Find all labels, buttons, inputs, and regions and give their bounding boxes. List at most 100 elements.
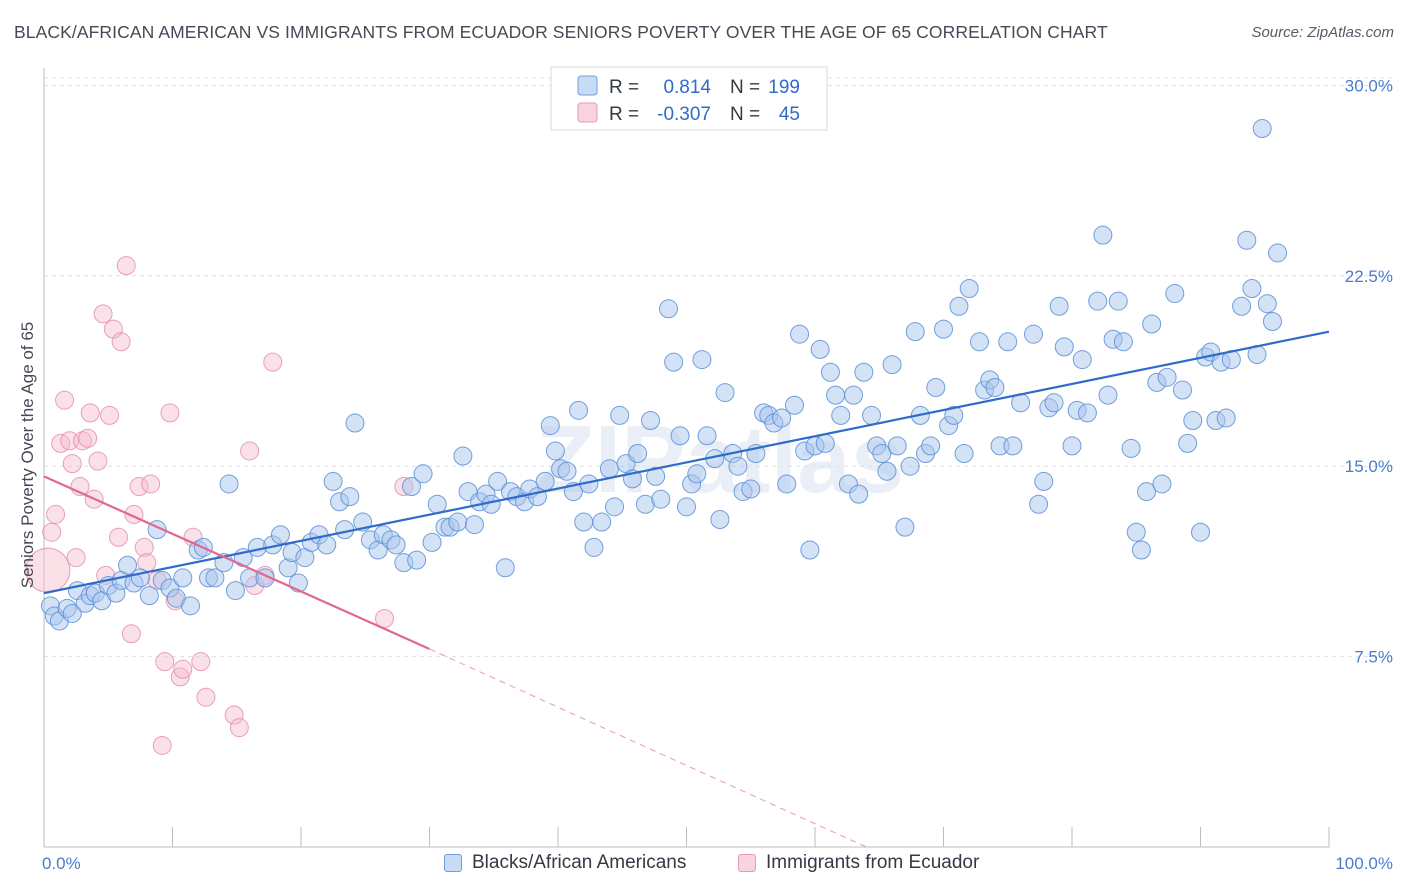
point-black [882, 355, 902, 375]
point-ecuador [93, 304, 113, 324]
y-tick-label: 30.0% [1345, 76, 1393, 95]
legend-swatch-ecuador [577, 102, 598, 123]
trend-lines [43, 330, 1330, 848]
y-tick-labels: 7.5% 15.0% 22.5% 30.0% [1345, 76, 1393, 666]
point-black [540, 416, 560, 436]
point-ecuador [160, 403, 180, 423]
bottom-legend-swatch-black [444, 854, 462, 872]
point-black [139, 586, 159, 606]
point-black [1252, 119, 1272, 139]
point-black [659, 299, 679, 319]
point-black [323, 471, 343, 491]
point-ecuador [196, 687, 216, 707]
point-black [1242, 278, 1262, 298]
point-black [345, 413, 365, 433]
y-axis-title: Seniors Poverty Over the Age of 65 [18, 322, 37, 588]
point-black [1121, 438, 1141, 458]
point-black [900, 456, 920, 476]
point-black [895, 517, 915, 537]
point-black [1126, 522, 1146, 542]
point-black [592, 512, 612, 532]
point-ecuador [121, 624, 141, 644]
point-black [1023, 324, 1043, 344]
point-black [926, 377, 946, 397]
point-black [1088, 291, 1108, 311]
bottom-legend-item-black: Blacks/African Americans [444, 852, 686, 874]
source-label: Source: ZipAtlas.com [1251, 24, 1394, 41]
point-black [1034, 471, 1054, 491]
series-ecuador-points [25, 256, 414, 755]
point-black [862, 405, 882, 425]
point-black [800, 540, 820, 560]
point-ecuador [134, 537, 154, 557]
legend-n-label-ecuador: N = [730, 104, 760, 125]
legend-r-value-ecuador: -0.307 [657, 104, 711, 125]
point-black [872, 444, 892, 463]
point-black [495, 558, 515, 578]
point-ecuador [66, 548, 86, 568]
point-black [815, 433, 835, 453]
point-black [535, 471, 555, 491]
point-black [1044, 393, 1064, 413]
trend-line-black [43, 330, 1330, 595]
point-black [820, 362, 840, 382]
point-black [219, 474, 239, 494]
point-ecuador [116, 256, 136, 276]
point-ecuador [88, 451, 108, 471]
point-black [1093, 225, 1113, 245]
point-black [954, 444, 974, 463]
point-black [784, 395, 804, 415]
bottom-legend-swatch-ecuador [738, 854, 756, 872]
point-black [877, 461, 897, 481]
point-black [1077, 403, 1097, 423]
point-ecuador [78, 428, 98, 448]
point-black [697, 426, 717, 446]
point-black [985, 377, 1005, 397]
point-black [464, 515, 484, 535]
point-black [545, 441, 565, 461]
point-black [427, 494, 447, 514]
point-black [1003, 436, 1023, 456]
bottom-legend: Blacks/African Americans Immigrants from… [0, 852, 1406, 878]
point-black [692, 350, 712, 370]
point-ecuador [80, 403, 100, 423]
point-black [1062, 436, 1082, 456]
point-ecuador [141, 474, 161, 494]
point-ecuador [111, 332, 131, 352]
point-black [386, 535, 406, 555]
point-black [118, 555, 138, 575]
point-black [949, 296, 969, 316]
point-ecuador [100, 405, 120, 425]
point-black [710, 510, 730, 530]
point-black [1262, 311, 1282, 331]
point-black [270, 525, 290, 545]
legend-n-value-black: 199 [768, 77, 800, 98]
point-black [173, 568, 193, 588]
legend-swatch-black [577, 75, 598, 96]
point-black [687, 464, 707, 484]
point-black [1183, 410, 1203, 430]
trend-line-ecuador [43, 475, 430, 650]
point-black [599, 459, 619, 479]
legend-r-label-ecuador: R = [609, 104, 639, 125]
point-black [934, 319, 953, 339]
point-black [488, 471, 508, 491]
point-black [810, 339, 830, 359]
point-black [844, 385, 864, 405]
point-ecuador [46, 504, 66, 524]
point-black [887, 436, 907, 456]
point-black [921, 436, 941, 456]
point-black [1113, 332, 1133, 352]
point-black [1054, 337, 1074, 357]
point-black [959, 278, 979, 298]
point-black [407, 550, 427, 570]
point-black [574, 512, 594, 532]
point-black [1029, 494, 1049, 514]
point-black [777, 474, 797, 494]
point-black [677, 497, 696, 517]
point-black [453, 446, 473, 466]
point-black [641, 410, 661, 430]
point-black [569, 400, 589, 420]
point-ecuador [155, 652, 175, 672]
